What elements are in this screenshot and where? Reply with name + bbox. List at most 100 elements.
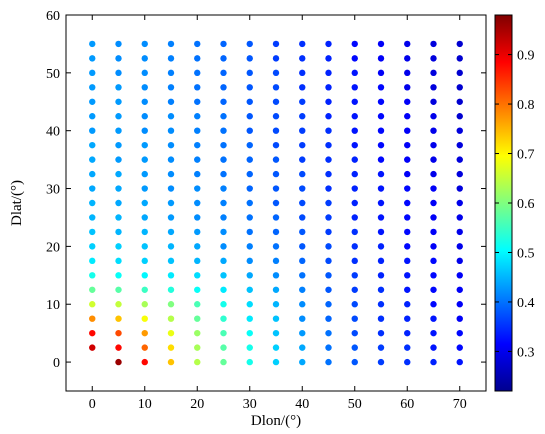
data-point: [89, 301, 96, 308]
data-point: [167, 214, 175, 221]
data-point: [220, 286, 227, 293]
colorbar-tick-label: 0.5: [517, 246, 535, 261]
data-point: [141, 141, 148, 149]
y-axis-ticks: 0 10 20 30 40 50 60: [46, 9, 486, 371]
data-point: [351, 315, 358, 322]
data-point: [325, 199, 332, 207]
data-point: [272, 113, 280, 120]
data-point: [456, 286, 463, 293]
data-point: [167, 358, 175, 366]
data-point: [404, 185, 411, 192]
data-point: [404, 199, 411, 207]
data-point: [377, 141, 385, 149]
data-point: [299, 69, 306, 77]
data-point: [246, 199, 253, 207]
x-tick-label: 70: [453, 397, 467, 412]
data-point: [194, 358, 201, 366]
data-point: [246, 228, 253, 236]
data-point: [404, 141, 411, 149]
colorbar-tick-label: 0.6: [517, 197, 535, 212]
data-point: [220, 141, 227, 149]
data-point: [220, 113, 227, 120]
data-point: [141, 98, 148, 105]
data-point: [456, 301, 463, 308]
data-point: [404, 98, 411, 105]
colorbar-tick-label: 0.8: [517, 98, 535, 113]
x-axis-label: Dlon/(°): [251, 413, 301, 429]
data-point: [325, 286, 332, 293]
data-point: [325, 127, 332, 134]
data-point: [299, 141, 306, 149]
data-point: [115, 98, 122, 105]
data-point: [115, 185, 122, 192]
data-point: [89, 286, 96, 293]
data-point: [351, 141, 358, 149]
colorbar-tick-label: 0.7: [517, 148, 535, 163]
data-point: [456, 55, 463, 62]
data-point: [115, 329, 122, 337]
y-axis-label: Dlat/(°): [9, 180, 25, 226]
data-point: [377, 344, 385, 351]
data-point: [404, 113, 411, 120]
data-point: [456, 329, 463, 337]
data-point: [351, 40, 358, 48]
data-point: [404, 243, 411, 250]
data-point: [404, 228, 411, 236]
data-point: [377, 170, 385, 178]
data-point: [377, 113, 385, 120]
data-point: [220, 127, 227, 134]
data-point: [167, 301, 175, 308]
data-point: [430, 358, 437, 366]
data-point: [194, 272, 201, 279]
data-point: [325, 257, 332, 265]
data-point: [115, 257, 122, 265]
data-point: [351, 329, 358, 337]
data-point: [167, 199, 175, 207]
data-point: [115, 272, 122, 279]
data-point: [220, 98, 227, 105]
data-point: [404, 69, 411, 77]
data-point: [272, 272, 280, 279]
data-point: [272, 358, 280, 366]
data-point: [404, 257, 411, 265]
data-point: [246, 315, 253, 322]
data-point: [141, 344, 148, 351]
data-point: [141, 113, 148, 120]
data-point: [220, 243, 227, 250]
data-point: [299, 40, 306, 48]
data-point: [89, 344, 96, 351]
data-points: [89, 40, 463, 366]
data-point: [194, 113, 201, 120]
data-point: [351, 257, 358, 265]
data-point: [325, 156, 332, 163]
data-point: [194, 84, 201, 91]
data-point: [404, 84, 411, 91]
data-point: [351, 170, 358, 178]
data-point: [194, 156, 201, 163]
data-point: [246, 257, 253, 265]
data-point: [377, 69, 385, 77]
data-point: [220, 257, 227, 265]
data-point: [220, 84, 227, 91]
data-point: [246, 358, 253, 366]
data-point: [194, 257, 201, 265]
data-point: [194, 170, 201, 178]
data-point: [430, 69, 437, 77]
data-point: [299, 98, 306, 105]
data-point: [115, 315, 122, 322]
data-point: [272, 344, 280, 351]
data-point: [272, 329, 280, 337]
data-point: [246, 55, 253, 62]
data-point: [404, 156, 411, 163]
data-point: [377, 156, 385, 163]
data-point: [325, 315, 332, 322]
data-point: [351, 185, 358, 192]
data-point: [141, 329, 148, 337]
data-point: [272, 127, 280, 134]
data-point: [89, 127, 96, 134]
data-point: [89, 199, 96, 207]
data-point: [220, 55, 227, 62]
data-point: [430, 301, 437, 308]
y-tick-label: 20: [46, 240, 60, 255]
data-point: [430, 329, 437, 337]
